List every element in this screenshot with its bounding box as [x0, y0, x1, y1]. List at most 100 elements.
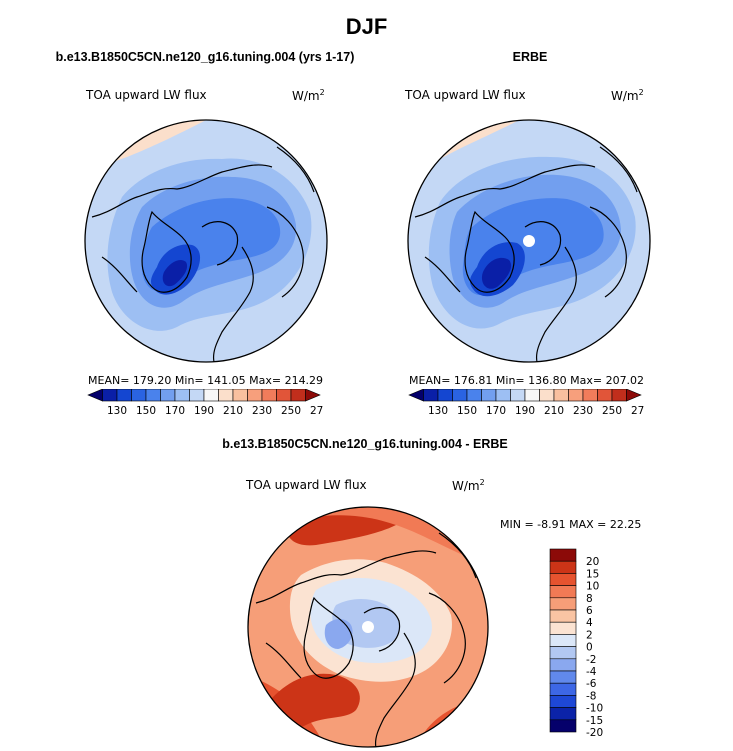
model-colorbar: 130 150 170 190 210 230 250 270	[87, 389, 324, 417]
obs-colorbar-tick-label: 150	[457, 405, 477, 417]
obs-stats: MEAN= 176.81 Min= 136.80 Max= 207.02	[409, 374, 645, 387]
diff-colorbar-tick-label: -10	[586, 703, 603, 715]
diff-colorbar-swatch	[549, 585, 577, 599]
diff-colorbar-tick-label: 8	[586, 593, 593, 605]
model-colorbar-swatch	[189, 389, 205, 402]
obs-colorbar-swatch	[466, 389, 482, 402]
diff-polar-map	[247, 506, 489, 748]
obs-colorbar-swatch	[611, 389, 627, 402]
model-panel-title: b.e13.B1850C5CN.ne120_g16.tuning.004 (yr…	[55, 50, 355, 64]
obs-colorbar: 130 150 170 190 210 230 250 270	[408, 389, 645, 417]
model-colorbar-swatch	[276, 389, 292, 402]
model-warm-region-se	[272, 339, 327, 362]
model-colorbar-tick-label: 190	[194, 405, 214, 417]
diff-pole-gap	[362, 621, 374, 633]
diff-hot-region-north	[286, 515, 396, 546]
diff-colorbar-tick-label: -15	[586, 715, 603, 727]
diff-field-neg-3	[324, 619, 353, 649]
diff-colorbar-swatch	[549, 707, 577, 721]
model-colorbar-tick-label: 150	[136, 405, 156, 417]
obs-colorbar-tick-label: 250	[602, 405, 622, 417]
obs-colorbar-tick-label: 130	[428, 405, 448, 417]
obs-colorbar-swatch	[597, 389, 613, 402]
model-colorbar-swatch	[174, 389, 190, 402]
model-units-label: W/m2	[292, 88, 325, 103]
diff-colorbar-swatch	[549, 682, 577, 696]
obs-units-label: W/m2	[611, 88, 644, 103]
obs-polar-map	[407, 119, 651, 363]
diff-colorbar-swatch	[549, 658, 577, 672]
diff-map-border	[247, 506, 489, 748]
obs-variable-label: TOA upward LW flux	[405, 88, 526, 102]
diff-colorbar-tick-label: -6	[586, 678, 597, 690]
model-colorbar-swatch	[290, 389, 306, 402]
model-coastlines	[91, 146, 315, 362]
model-colorbar-swatch	[261, 389, 277, 402]
diff-colorbar-swatch	[549, 621, 577, 635]
model-colorbar-swatch	[160, 389, 176, 402]
model-map-border	[84, 119, 328, 363]
model-colorbar-end-arrow	[305, 389, 321, 402]
diff-units-label: W/m2	[452, 478, 485, 493]
model-colorbar-tick-label: 250	[281, 405, 301, 417]
diff-colorbar-swatch	[549, 695, 577, 708]
diff-colorbar-swatch	[549, 634, 577, 647]
diff-colorbar-tick-label: 2	[586, 629, 593, 641]
model-polar-map	[84, 119, 328, 363]
diff-panel-title: b.e13.B1850C5CN.ne120_g16.tuning.004 - E…	[222, 437, 508, 451]
model-colorbar-swatch	[145, 389, 161, 402]
obs-colorbar-end-arrow	[626, 389, 642, 402]
obs-colorbar-tick-label: 230	[573, 405, 593, 417]
model-colorbar-tick-label: 230	[252, 405, 272, 417]
model-colorbar-swatch	[218, 389, 234, 402]
model-colorbar-swatch	[102, 389, 118, 402]
diff-colorbar-swatch	[549, 548, 577, 562]
diff-colorbar-tick-label: 10	[586, 581, 599, 593]
diff-colorbar-swatch	[549, 560, 577, 574]
model-colorbar-swatch	[247, 389, 263, 402]
obs-colorbar-swatch	[582, 389, 598, 402]
diff-colorbar-swatch	[549, 573, 577, 586]
diff-colorbar-tick-label: 6	[586, 605, 593, 617]
obs-field-level-5	[481, 257, 512, 289]
obs-colorbar-swatch	[495, 389, 511, 402]
model-variable-label: TOA upward LW flux	[86, 88, 207, 102]
model-colorbar-swatch	[131, 389, 147, 402]
obs-colorbar-swatch	[568, 389, 584, 402]
figure-title: DJF	[345, 14, 388, 39]
obs-colorbar-swatch	[437, 389, 453, 402]
diff-colorbar-tick-label: -4	[586, 666, 597, 678]
diff-colorbar-tick-label: 0	[586, 642, 593, 654]
obs-colorbar-swatch	[481, 389, 497, 402]
diff-variable-label: TOA upward LW flux	[246, 478, 367, 492]
diff-colorbar-swatch	[549, 597, 577, 611]
obs-pole-gap	[523, 235, 535, 247]
diff-colorbar-tick-label: 15	[586, 568, 599, 580]
diff-colorbar-tick-label: 20	[586, 556, 599, 568]
diff-coastlines	[255, 532, 477, 747]
obs-map-border	[407, 119, 651, 363]
model-colorbar-swatch	[116, 389, 132, 402]
model-colorbar-tick-label: 170	[165, 405, 185, 417]
model-colorbar-swatch	[203, 389, 219, 402]
diff-colorbar-swatch	[549, 609, 577, 623]
diff-colorbar-swatch	[549, 670, 577, 684]
obs-colorbar-swatch	[524, 389, 540, 402]
model-field-level-5	[162, 260, 188, 287]
model-colorbar-start-arrow	[87, 389, 103, 402]
obs-colorbar-start-arrow	[408, 389, 424, 402]
model-colorbar-swatch	[232, 389, 248, 402]
model-stats: MEAN= 179.20 Min= 141.05 Max= 214.29	[88, 374, 324, 387]
obs-colorbar-swatch	[423, 389, 439, 402]
obs-colorbar-swatch	[452, 389, 468, 402]
obs-colorbar-swatch	[553, 389, 569, 402]
obs-colorbar-tick-label: 270	[631, 405, 645, 417]
diff-colorbar-swatch	[549, 719, 577, 733]
diff-colorbar-swatch	[549, 646, 577, 660]
model-colorbar-tick-label: 210	[223, 405, 243, 417]
diff-colorbar-tick-label: -2	[586, 654, 596, 666]
obs-colorbar-swatch	[510, 389, 526, 402]
obs-panel-title: ERBE	[512, 50, 548, 64]
obs-colorbar-tick-label: 210	[544, 405, 564, 417]
